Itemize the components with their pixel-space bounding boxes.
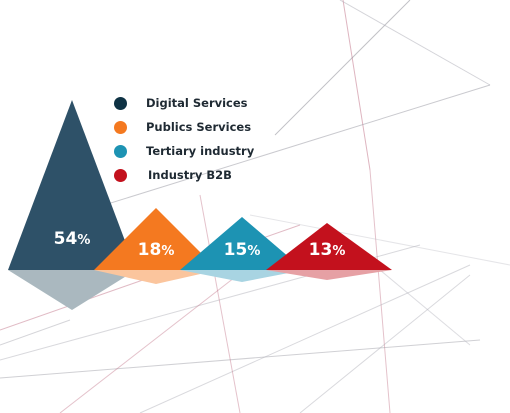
background-line xyxy=(0,319,71,346)
data-label: 18% xyxy=(138,240,175,260)
background-line xyxy=(369,169,391,413)
background-line xyxy=(0,339,481,379)
pyramid-marks xyxy=(8,100,392,310)
pyramid-reflection xyxy=(180,270,304,282)
legend-label: Publics Services xyxy=(146,120,252,134)
legend-dot-icon xyxy=(114,144,127,158)
legend-item-tertiary-industry: Tertiary industry xyxy=(114,139,254,163)
data-label: 54% xyxy=(54,229,91,249)
pyramid-bar xyxy=(180,217,304,270)
pyramid-bar xyxy=(94,208,218,270)
background-line xyxy=(379,269,471,346)
pyramid-bar xyxy=(8,100,136,270)
pyramid-reflection xyxy=(94,270,218,284)
background-line xyxy=(39,84,491,226)
legend-label: Industry B2B xyxy=(148,168,232,182)
background-line xyxy=(199,194,241,413)
pyramid-labels: 54% 18% 15% 13% xyxy=(54,229,346,260)
legend-dot-icon xyxy=(114,120,127,134)
legend-dot-icon xyxy=(114,168,127,182)
background-line xyxy=(139,264,471,413)
legend-item-digital-services: Digital Services xyxy=(114,91,254,115)
background-line xyxy=(299,274,471,413)
data-label: 15% xyxy=(224,240,261,260)
background-line xyxy=(342,0,371,171)
background-line xyxy=(249,214,510,266)
chart-legend: Digital Services Publics Services Tertia… xyxy=(114,91,254,187)
data-label: 13% xyxy=(309,240,346,260)
background-line xyxy=(339,0,491,86)
pyramid-reflection xyxy=(8,270,136,310)
background-line xyxy=(274,0,411,136)
pyramid-bar xyxy=(266,223,392,270)
pyramid-reflection xyxy=(266,270,392,280)
legend-label: Tertiary industry xyxy=(146,144,255,158)
legend-item-publics-services: Publics Services xyxy=(114,115,254,139)
legend-item-industry-b2b: Industry B2B xyxy=(114,163,254,187)
legend-label: Digital Services xyxy=(146,96,248,110)
legend-dot-icon xyxy=(114,96,127,110)
